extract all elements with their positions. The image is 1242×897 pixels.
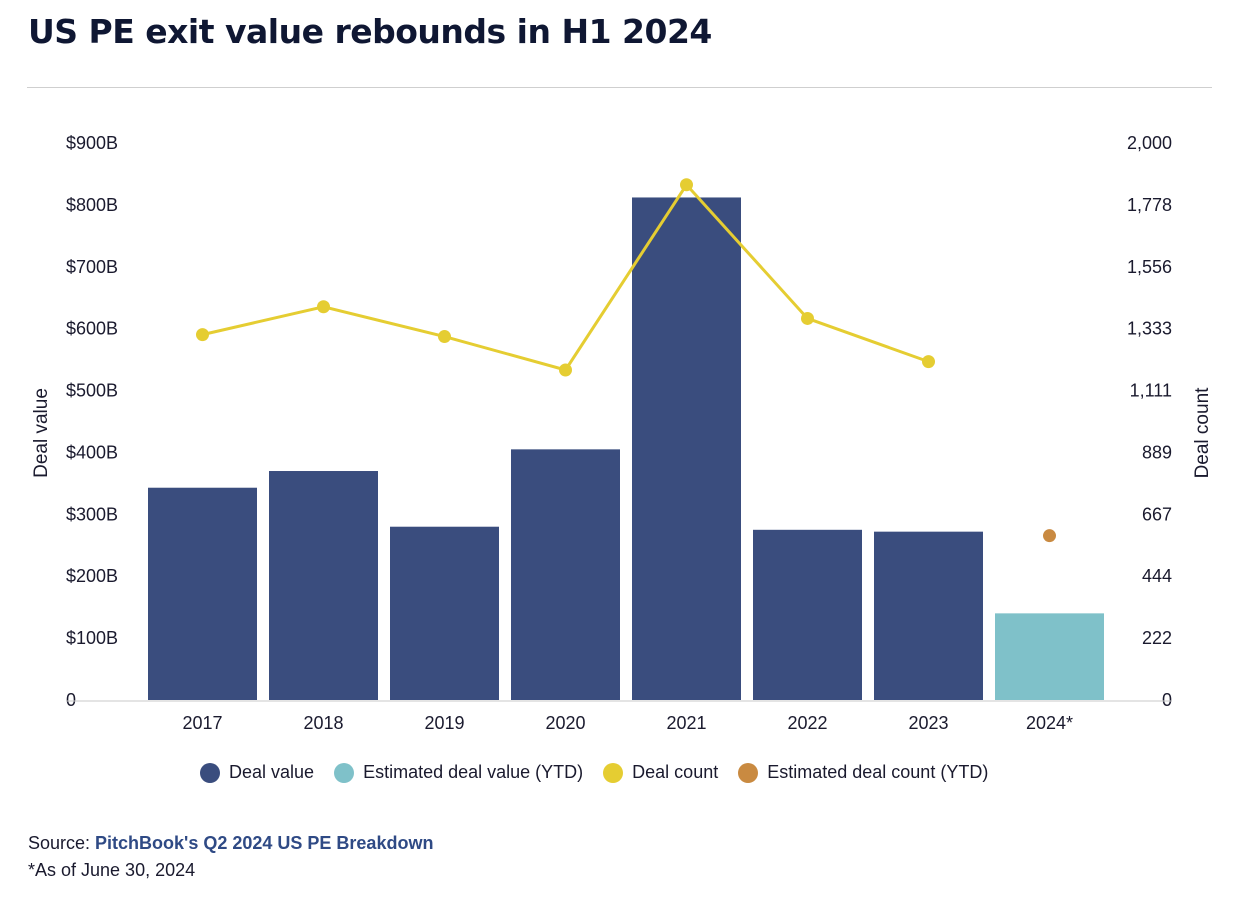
source-link[interactable]: PitchBook's Q2 2024 US PE Breakdown xyxy=(95,833,434,853)
y-tick-left: 0 xyxy=(66,690,76,710)
y-tick-left: $200B xyxy=(66,566,118,586)
page-title: US PE exit value rebounds in H1 2024 xyxy=(28,12,712,51)
y-tick-right: 1,778 xyxy=(1127,195,1172,215)
y-tick-left: $700B xyxy=(66,257,118,277)
line-point xyxy=(317,300,330,314)
line-point xyxy=(196,328,209,342)
right-axis-ticks: 0 222 444 667 889 1,111 1,333 1,556 1,778 2,000 xyxy=(1127,133,1172,710)
y-tick-left: $800B xyxy=(66,195,118,215)
y-axis-title-right: Deal count xyxy=(1192,387,1213,479)
bar xyxy=(390,526,499,700)
legend-label: Deal count xyxy=(632,762,719,782)
legend-label: Deal value xyxy=(229,762,315,782)
x-tick: 2017 xyxy=(182,713,222,733)
source-note: Source: PitchBook's Q2 2024 US PE Breakd… xyxy=(28,833,433,854)
bar xyxy=(511,449,620,700)
series-line xyxy=(202,182,930,372)
source-prefix: Source: xyxy=(28,833,96,853)
legend-item-deal-count: Deal count xyxy=(603,762,718,783)
bar-series xyxy=(148,197,1104,700)
x-tick: 2018 xyxy=(303,713,343,733)
line-point xyxy=(801,311,814,325)
line-point xyxy=(922,355,935,369)
legend-swatch-deal-count xyxy=(603,762,624,783)
title-divider xyxy=(27,87,1212,88)
line-point xyxy=(680,178,693,192)
y-tick-right: 1,556 xyxy=(1127,257,1172,277)
y-tick-left: $400B xyxy=(66,442,118,462)
y-axis-title-left: Deal value xyxy=(31,388,52,478)
x-axis-ticks: 2017 2018 2019 2020 2021 2022 2023 2024* xyxy=(182,713,1073,733)
footnote: *As of June 30, 2024 xyxy=(28,860,196,880)
legend-item-estimated-deal-count: Estimated deal count (YTD) xyxy=(738,762,988,783)
legend-item-deal-value: Deal value xyxy=(200,762,314,783)
bar xyxy=(148,487,257,700)
bar xyxy=(632,197,741,700)
y-tick-right: 2,000 xyxy=(1127,133,1172,153)
x-tick: 2020 xyxy=(545,713,585,733)
legend-label: Estimated deal count (YTD) xyxy=(767,762,989,782)
legend-label: Estimated deal value (YTD) xyxy=(363,762,584,782)
y-tick-left: $500B xyxy=(66,381,118,401)
line-point xyxy=(559,363,572,377)
combo-chart: 0 $100B $200B $300B $400B $500B $600B $700B $800… xyxy=(31,133,1213,733)
x-tick: 2024* xyxy=(1026,713,1073,733)
y-tick-right: 667 xyxy=(1142,504,1172,524)
x-tick: 2019 xyxy=(424,713,464,733)
line-point xyxy=(438,330,451,344)
estimate-point xyxy=(1043,529,1056,543)
legend-swatch-deal-value xyxy=(200,762,220,783)
line-series xyxy=(196,178,1056,543)
left-axis-ticks: 0 $100B $200B $300B $400B $500B $600B $700B $800… xyxy=(66,133,118,710)
bar xyxy=(874,531,983,700)
bar xyxy=(269,471,378,700)
y-tick-right: 0 xyxy=(1162,690,1172,710)
legend-item-estimated-deal-value: Estimated deal value (YTD) xyxy=(334,762,583,783)
y-tick-left: $600B xyxy=(66,319,118,339)
legend-swatch-estimated-deal-count xyxy=(738,762,759,783)
legend-swatch-estimated-deal-value xyxy=(334,762,355,783)
y-tick-left: $100B xyxy=(66,628,118,648)
y-tick-right: 889 xyxy=(1142,442,1172,462)
y-tick-left: $900B xyxy=(66,133,118,153)
bar xyxy=(753,529,862,700)
y-tick-right: 444 xyxy=(1142,566,1172,586)
x-tick: 2021 xyxy=(666,713,706,733)
y-tick-right: 1,111 xyxy=(1130,381,1172,401)
y-tick-right: 1,333 xyxy=(1127,319,1172,339)
x-tick: 2023 xyxy=(908,713,948,733)
x-tick: 2022 xyxy=(787,713,827,733)
chart-legend: Deal value Estimated deal value (YTD) De… xyxy=(200,762,1008,783)
y-tick-left: $300B xyxy=(66,504,118,524)
bar xyxy=(995,613,1104,700)
y-tick-right: 222 xyxy=(1142,628,1172,648)
